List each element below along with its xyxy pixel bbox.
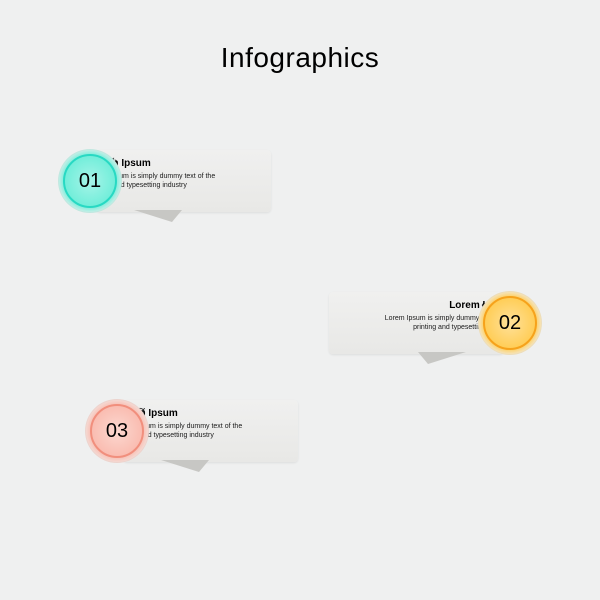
fold-shape [418,352,466,364]
banner-fold [418,352,466,364]
infographic-step-2: Lorem Ipsum Lorem Ipsum is simply dummy … [322,292,542,354]
banner-fold [134,210,182,222]
fold-shape [161,460,209,472]
number-circle: 03 [85,399,149,463]
number-circle: 01 [58,149,122,213]
banner-fold [161,460,209,472]
step-number: 03 [106,420,128,443]
step-number: 02 [499,312,521,335]
infographic-step-3: Lorem Ipsum Lorem Ipsum is simply dummy … [85,400,305,462]
infographic-step-1: Lorem Ipsum Lorem Ipsum is simply dummy … [58,150,278,212]
page-title: Infographics [221,42,380,74]
step-number: 01 [79,170,101,193]
fold-shape [134,210,182,222]
number-circle: 02 [478,291,542,355]
